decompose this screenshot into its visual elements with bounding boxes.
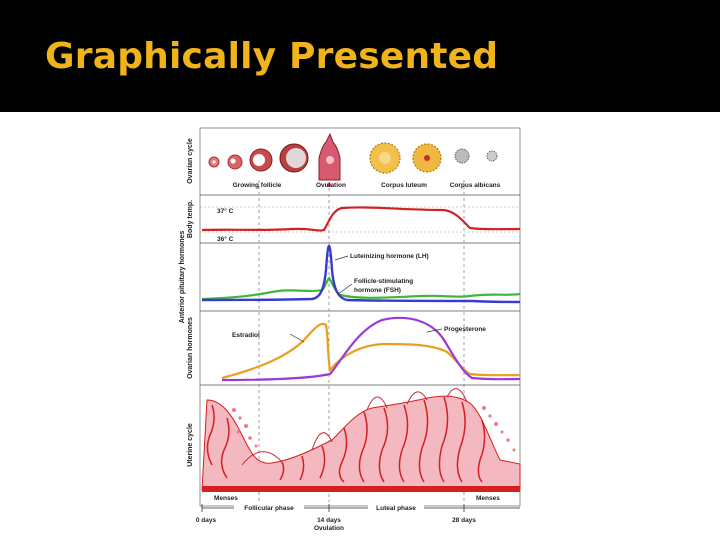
progesterone-pointer bbox=[426, 328, 443, 333]
progesterone-curve bbox=[221, 316, 521, 382]
fsh-label-line1: Follicle-stimulating bbox=[354, 278, 413, 285]
myometrium-band bbox=[202, 486, 520, 492]
corpus-albicans-1 bbox=[454, 148, 470, 164]
row-label-pituitary-text: Anterior pituitary hormones bbox=[179, 231, 186, 324]
fsh-pointer bbox=[337, 283, 353, 295]
row-label-ovarian-hormones: Ovarian hormones bbox=[187, 317, 194, 379]
temp-low-label: 36° C bbox=[217, 235, 234, 243]
estradiol-curve bbox=[221, 322, 521, 380]
fsh-label-line2: hormone (FSH) bbox=[354, 287, 401, 294]
follicle-antrum bbox=[253, 154, 265, 166]
corpus-luteum-center bbox=[379, 152, 391, 164]
spiral-arteries bbox=[206, 396, 486, 483]
title-bar: Graphically Presented bbox=[0, 0, 720, 112]
follicular-phase-label: Follicular phase bbox=[244, 505, 294, 512]
lh-pointer bbox=[334, 255, 349, 261]
estradiol-label: Estradiol bbox=[232, 332, 260, 339]
luteal-phase-label: Luteal phase bbox=[376, 505, 416, 512]
corpus-luteum-center bbox=[424, 155, 430, 161]
follicle-oocyte bbox=[212, 160, 216, 164]
menses-label-left: Menses bbox=[214, 495, 238, 502]
menstrual-cycle-diagram: Ovarian cycle Body temp. Anterior pituit… bbox=[179, 127, 521, 532]
menses-label-right: Menses bbox=[476, 495, 500, 502]
estradiol-pointer bbox=[289, 333, 305, 343]
endometrium-lining bbox=[201, 395, 521, 491]
ovulation-oocyte bbox=[326, 156, 334, 164]
endometrial-glands bbox=[241, 388, 468, 466]
row-label-uterine: Uterine cycle bbox=[187, 423, 194, 467]
released-egg bbox=[327, 183, 331, 187]
ovarian-hormones-row: Estradiol Progesterone bbox=[221, 316, 521, 382]
row-label-pituitary: Anterior pituitary hormones bbox=[179, 231, 186, 324]
stage-label-growing-follicle: Growing follicle bbox=[233, 182, 282, 189]
stage-label-ovulation: Ovulation bbox=[316, 182, 346, 189]
pituitary-row: Luteinizing hormone (LH) Follicle-stimul… bbox=[201, 244, 521, 304]
lh-curve bbox=[201, 244, 521, 304]
ovulation-day-label: Ovulation bbox=[314, 525, 344, 532]
temperature-curve bbox=[201, 206, 521, 232]
day-label-0: 0 days bbox=[196, 517, 217, 524]
phase-label-bg bbox=[368, 503, 424, 513]
corpus-albicans-2 bbox=[486, 150, 498, 162]
phase-label-bg bbox=[234, 503, 304, 513]
menses-shedding bbox=[232, 406, 516, 452]
body-temp-row: 37° C 36° C bbox=[200, 206, 521, 243]
row-label-ovarian-cycle: Ovarian cycle bbox=[187, 138, 194, 184]
phase-bar: Follicular phase Luteal phase bbox=[201, 503, 520, 513]
follicle-antrum bbox=[286, 148, 306, 168]
temp-high-label: 37° C bbox=[217, 207, 234, 215]
progesterone-label: Progesterone bbox=[444, 326, 486, 333]
day-label-14: 14 days bbox=[317, 517, 341, 524]
ovarian-cycle-row: Growing follicle Ovulation Corpus luteum… bbox=[208, 132, 501, 189]
row-label-body-temp: Body temp. bbox=[187, 200, 194, 238]
lh-label: Luteinizing hormone (LH) bbox=[350, 253, 429, 260]
day-label-28: 28 days bbox=[452, 517, 476, 524]
stage-label-corpus-luteum: Corpus luteum bbox=[381, 182, 427, 189]
slide-title: Graphically Presented bbox=[45, 36, 499, 77]
stage-label-corpus-albicans: Corpus albicans bbox=[450, 182, 501, 189]
follicle-antrum bbox=[230, 158, 236, 164]
uterine-row: Menses Menses bbox=[201, 388, 521, 502]
